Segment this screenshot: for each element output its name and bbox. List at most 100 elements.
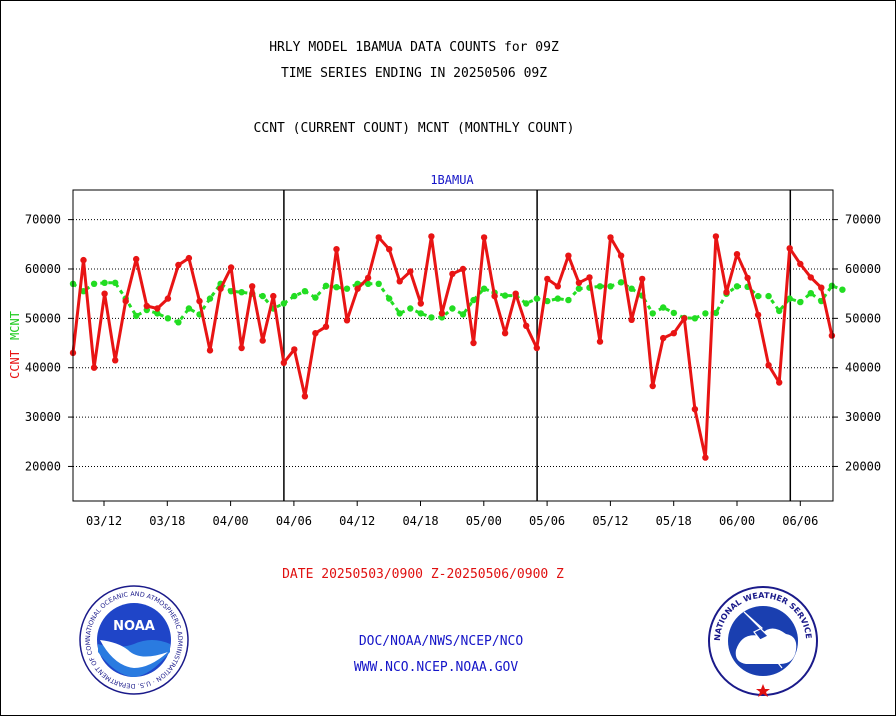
header-line2: TIME SERIES ENDING IN 20250506 09Z — [281, 66, 547, 81]
x-tick-label: 05/18 — [656, 514, 692, 528]
mcnt-point — [786, 295, 793, 302]
ccnt-point — [512, 290, 519, 297]
ccnt-point — [480, 234, 488, 241]
x-tick-label: 06/00 — [719, 514, 755, 528]
ccnt-point — [533, 344, 540, 352]
x-tick-label: 05/12 — [592, 514, 628, 528]
mcnt-point — [607, 283, 614, 290]
ccnt-point — [776, 379, 783, 386]
mcnt-point — [702, 310, 709, 317]
ccnt-point — [386, 246, 393, 253]
ccnt-line — [71, 234, 834, 460]
y-tick-label-left: 60000 — [25, 262, 61, 276]
mcnt-point — [660, 304, 667, 311]
ccnt-point — [227, 264, 235, 271]
mcnt-point — [112, 279, 119, 286]
ccnt-point — [154, 305, 161, 312]
mcnt-point — [776, 307, 783, 315]
ccnt-point — [101, 290, 108, 297]
mcnt-point — [333, 284, 340, 291]
ccnt-point — [322, 323, 330, 330]
y-label-ccnt: CCNT — [8, 350, 22, 379]
mcnt-point — [375, 280, 382, 287]
ccnt-point — [754, 311, 762, 319]
mcnt-point — [206, 295, 214, 302]
ccnt-point — [449, 270, 456, 278]
noaa-logo-text: NOAA — [113, 619, 155, 634]
mcnt-point — [712, 309, 720, 317]
ccnt-point — [312, 330, 319, 337]
y-tick-label-right: 50000 — [845, 311, 881, 325]
ccnt-point — [396, 278, 403, 285]
ccnt-point — [501, 330, 509, 337]
y-tick-label-right: 60000 — [845, 262, 881, 276]
mcnt-point — [691, 315, 699, 322]
ccnt-point — [607, 234, 614, 241]
ccnt-point — [660, 334, 667, 342]
ccnt-point — [565, 252, 572, 259]
mcnt-point — [312, 294, 319, 301]
mcnt-point — [797, 298, 804, 306]
ccnt-point — [354, 285, 361, 292]
mcnt-point — [386, 295, 393, 302]
mcnt-point — [291, 292, 298, 300]
ccnt-point — [544, 275, 551, 283]
mcnt-point — [596, 283, 604, 290]
y-tick-labels: 20000 20000 30000 30000 40000 40000 50000 50000… — [25, 213, 881, 474]
mcnt-point — [164, 315, 172, 322]
ccnt-point — [786, 245, 793, 252]
mcnt-point — [565, 296, 572, 304]
svg-text:CCNTMCNT: CCNT MCNT — [8, 311, 22, 379]
plot-border — [72, 189, 834, 502]
mcnt-point — [670, 309, 677, 317]
y-tick-label-left: 20000 — [25, 459, 61, 473]
mcnt-point — [301, 288, 309, 295]
footer-link-doc[interactable]: DOC/NOAA/NWS/NCEP/NCO — [359, 634, 524, 649]
mcnt-point — [575, 285, 583, 292]
y-tick-label-right: 20000 — [845, 459, 881, 473]
mcnt-point — [649, 310, 656, 317]
ccnt-point — [175, 261, 182, 269]
mcnt-point — [807, 290, 814, 297]
y-tick-label-left: 50000 — [25, 311, 61, 325]
mcnt-point — [185, 305, 193, 312]
footer-link-nco[interactable]: WWW.NCO.NCEP.NOAA.GOV — [354, 660, 519, 675]
ccnt-point — [554, 283, 561, 290]
mcnt-point — [449, 305, 456, 312]
ccnt-point — [280, 359, 287, 366]
ccnt-point — [133, 255, 140, 263]
ccnt-point — [459, 265, 467, 273]
ccnt-point — [733, 251, 741, 258]
mcnt-point — [101, 279, 108, 286]
ccnt-point — [723, 289, 730, 296]
ccnt-point — [143, 302, 150, 310]
mcnt-point — [533, 295, 540, 302]
mcnt-point — [765, 292, 772, 300]
ccnt-point — [818, 284, 825, 291]
mcnt-point — [280, 300, 287, 307]
ccnt-point — [712, 233, 720, 240]
mcnt-point — [459, 311, 467, 318]
y-tick-label-left: 40000 — [25, 361, 61, 375]
ccnt-point — [417, 300, 424, 307]
x-tick-label: 04/12 — [339, 514, 375, 528]
y-tick-label-left: 30000 — [25, 410, 61, 424]
y-label-mcnt: MCNT — [8, 311, 22, 340]
x-tick-label: 05/00 — [466, 514, 502, 528]
ccnt-point — [523, 322, 530, 329]
ccnt-point — [681, 315, 688, 322]
ccnt-point — [828, 332, 836, 339]
mcnt-point — [259, 292, 266, 300]
ccnt-point — [807, 274, 814, 281]
mcnt-point — [628, 285, 635, 292]
y-axis-label: CCNT MCNT — [8, 311, 22, 379]
date-range: DATE 20250503/0900 Z-20250506/0900 Z — [282, 567, 564, 582]
x-tick-labels: 03/12 03/18 04/00 04/06 04/12 04/18 05/00 05/06… — [86, 501, 818, 528]
ccnt-point — [428, 233, 435, 240]
y-tick-label-right: 70000 — [845, 213, 881, 227]
mcnt-point — [470, 296, 477, 304]
ccnt-point — [259, 337, 266, 344]
ccnt-point — [797, 260, 804, 268]
mcnt-point — [544, 297, 551, 305]
